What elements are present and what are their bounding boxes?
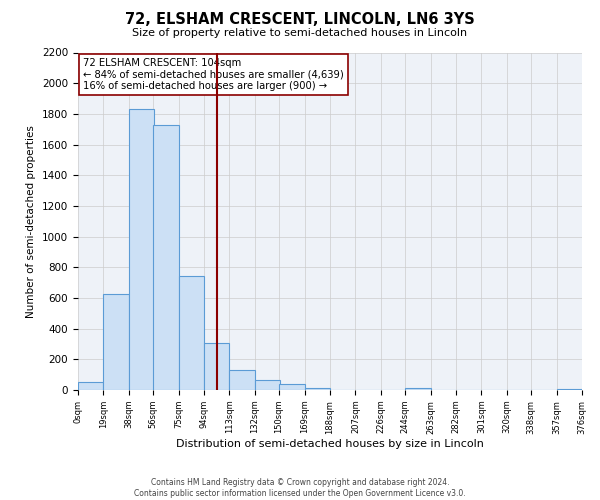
Bar [405,388,431,390]
Text: Contains HM Land Registry data © Crown copyright and database right 2024.
Contai: Contains HM Land Registry data © Crown c… [134,478,466,498]
Bar [179,276,204,390]
Bar [255,380,280,390]
Bar [279,384,305,390]
Bar [153,124,179,390]
Text: Size of property relative to semi-detached houses in Lincoln: Size of property relative to semi-detach… [133,28,467,38]
Bar [78,382,103,390]
Text: 72 ELSHAM CRESCENT: 104sqm
← 84% of semi-detached houses are smaller (4,639)
16%: 72 ELSHAM CRESCENT: 104sqm ← 84% of semi… [83,58,344,91]
Bar [204,343,229,390]
Bar [305,388,330,390]
Text: 72, ELSHAM CRESCENT, LINCOLN, LN6 3YS: 72, ELSHAM CRESCENT, LINCOLN, LN6 3YS [125,12,475,28]
Y-axis label: Number of semi-detached properties: Number of semi-detached properties [26,125,37,318]
Bar [229,370,255,390]
Bar [103,294,129,390]
X-axis label: Distribution of semi-detached houses by size in Lincoln: Distribution of semi-detached houses by … [176,440,484,450]
Bar [129,110,154,390]
Bar [557,389,582,390]
